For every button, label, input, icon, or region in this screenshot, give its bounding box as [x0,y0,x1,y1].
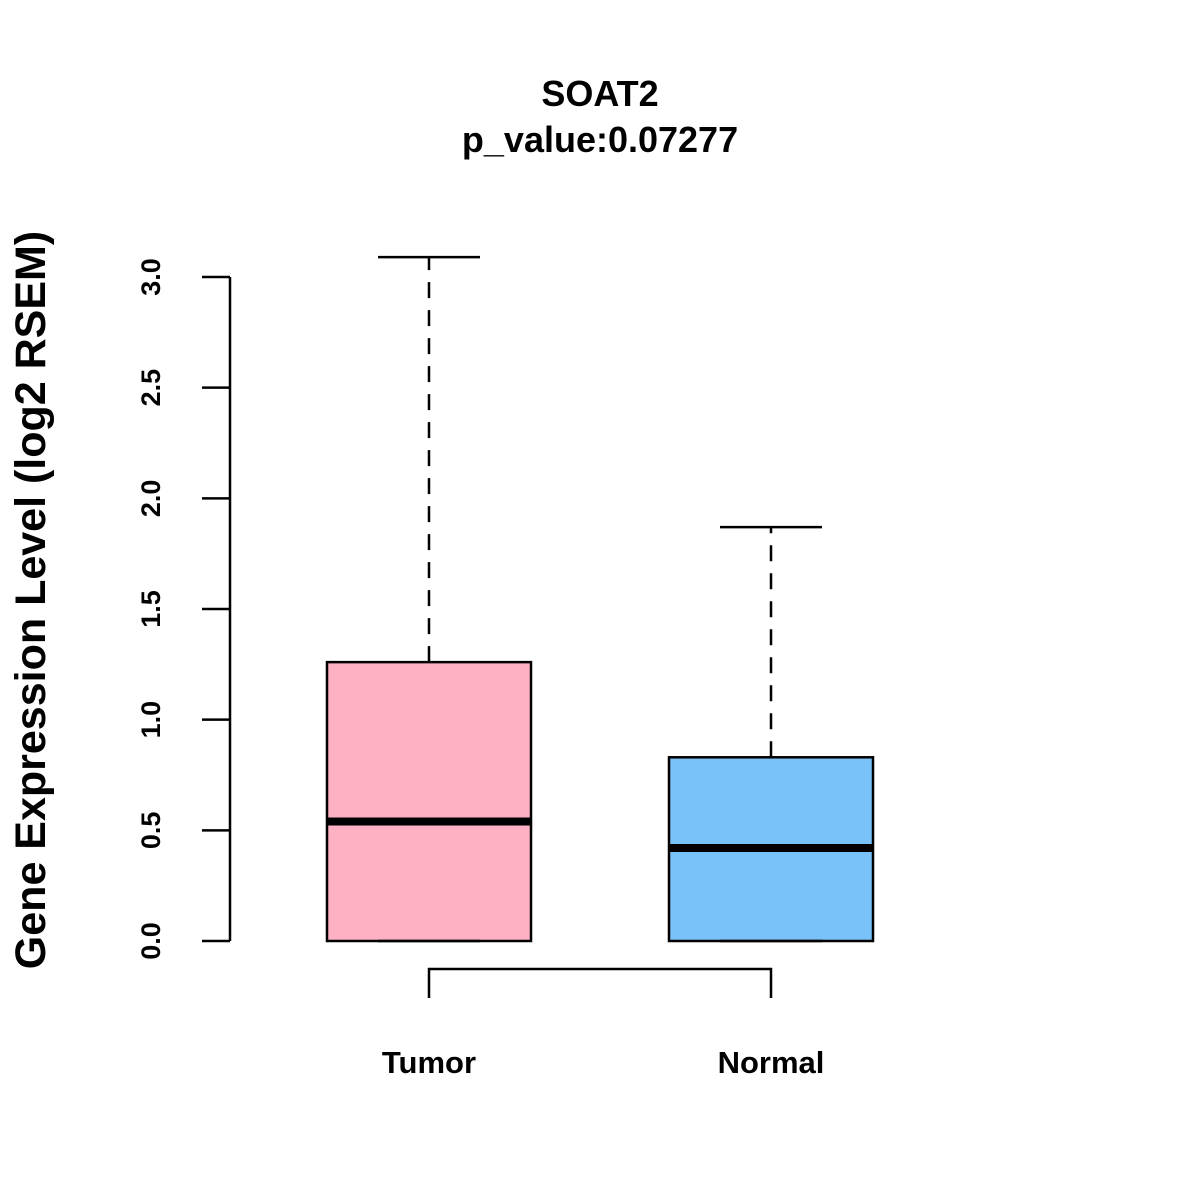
x-axis-categories: Tumor Normal [382,1045,824,1080]
category-label-tumor: Tumor [382,1045,476,1080]
normal-box-group [667,525,875,943]
chart-subtitle: p_value:0.07277 [462,119,738,160]
y-tick-label-0.5: 0.5 [136,812,166,850]
bracket-line [427,967,773,998]
y-axis-label: Gene Expression Level (log2 RSEM) [7,231,55,969]
y-tick-label-0.0: 0.0 [136,922,166,960]
y-tick-label-2.0: 2.0 [136,480,166,518]
category-label-normal: Normal [718,1045,825,1080]
y-tick-label-1.5: 1.5 [136,590,166,628]
y-tick-label-2.5: 2.5 [136,369,166,407]
chart-title: SOAT2 [541,73,658,114]
comparison-bracket [427,967,773,998]
tumor-iqr-box [325,660,533,943]
y-tick-label-3.0: 3.0 [136,258,166,296]
box-series [325,255,875,943]
tumor-box-group [325,255,533,943]
y-axis: 0.0 0.5 1.0 1.5 2.0 2.5 3.0 [136,258,232,960]
y-tick-label-1.0: 1.0 [136,701,166,739]
